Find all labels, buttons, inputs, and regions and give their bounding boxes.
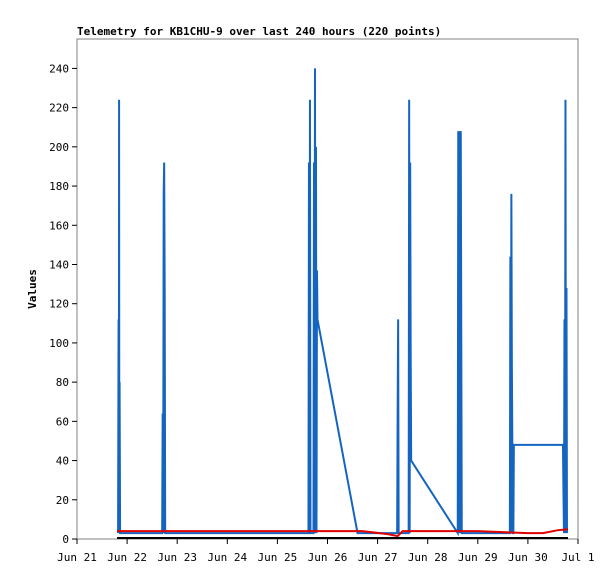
x-tick-label: Jun 21 (57, 551, 97, 564)
y-axis: 0 20 40 60 80 100 120 140 160 180 200 220 240 (49, 62, 77, 546)
x-tick-label: Jun 27 (358, 551, 398, 564)
series-line-1 (117, 528, 569, 538)
x-tick-label: Jun 28 (408, 551, 448, 564)
y-tick-label: 60 (56, 415, 69, 428)
x-tick-label: Jun 26 (308, 551, 348, 564)
y-tick-label: 160 (49, 219, 69, 232)
y-tick-label: 40 (56, 455, 69, 468)
x-tick-label: Jul 1 (561, 551, 594, 564)
x-tick-label: Jun 25 (258, 551, 298, 564)
x-tick-label: Jun 30 (508, 551, 548, 564)
y-tick-label: 180 (49, 180, 69, 193)
x-tick-label: Jun 29 (458, 551, 498, 564)
y-axis-title: Values (26, 269, 39, 309)
x-tick-label: Jun 23 (157, 551, 197, 564)
y-tick-label: 220 (49, 102, 69, 115)
y-tick-label: 120 (49, 298, 69, 311)
y-tick-label: 200 (49, 141, 69, 154)
series-layer (117, 68, 569, 540)
x-axis: Jun 21 Jun 22 Jun 23 Jun 24 Jun 25 Jun 26 Jun … (57, 539, 595, 564)
x-tick-label: Jun 22 (107, 551, 147, 564)
y-tick-label: 20 (56, 494, 69, 507)
x-tick-label: Jun 24 (207, 551, 247, 564)
series-line-0 (117, 68, 568, 537)
chart-title: Telemetry for KB1CHU-9 over last 240 hou… (77, 25, 441, 38)
y-tick-label: 0 (62, 533, 69, 546)
y-tick-label: 100 (49, 337, 69, 350)
y-tick-label: 80 (56, 376, 69, 389)
plot-area (76, 38, 579, 540)
y-tick-label: 240 (49, 62, 69, 75)
y-tick-label: 140 (49, 258, 69, 271)
